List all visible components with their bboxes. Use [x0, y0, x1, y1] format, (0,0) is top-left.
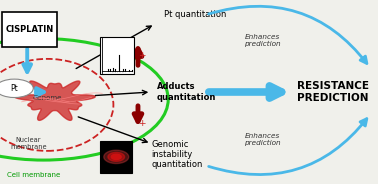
Text: +: + — [138, 119, 146, 128]
Text: Pt: Pt — [11, 84, 18, 93]
Circle shape — [0, 79, 33, 98]
Text: Pt quantitation: Pt quantitation — [164, 10, 227, 19]
Text: Adducts
quantitation: Adducts quantitation — [157, 82, 216, 102]
Text: +: + — [138, 51, 146, 60]
Text: Nuclear
membrane: Nuclear membrane — [10, 137, 46, 150]
Bar — [100, 141, 132, 173]
Text: Genome: Genome — [33, 95, 62, 100]
Bar — [100, 37, 134, 74]
Text: CISPLATIN: CISPLATIN — [5, 25, 53, 34]
Text: . . . . .: . . . . . — [112, 70, 123, 74]
Text: Cell membrane: Cell membrane — [8, 172, 60, 178]
FancyArrowPatch shape — [209, 119, 367, 175]
Text: Enhances
prediction: Enhances prediction — [245, 133, 281, 146]
Text: Enhances
prediction: Enhances prediction — [245, 34, 281, 47]
Polygon shape — [108, 152, 124, 161]
Polygon shape — [112, 154, 121, 160]
Polygon shape — [14, 81, 95, 120]
Text: RESISTANCE
PREDICTION: RESISTANCE PREDICTION — [297, 81, 369, 103]
FancyArrowPatch shape — [209, 6, 367, 63]
Text: Genomic
instability
quantitation: Genomic instability quantitation — [151, 140, 203, 169]
FancyBboxPatch shape — [2, 12, 57, 47]
Polygon shape — [104, 150, 129, 164]
